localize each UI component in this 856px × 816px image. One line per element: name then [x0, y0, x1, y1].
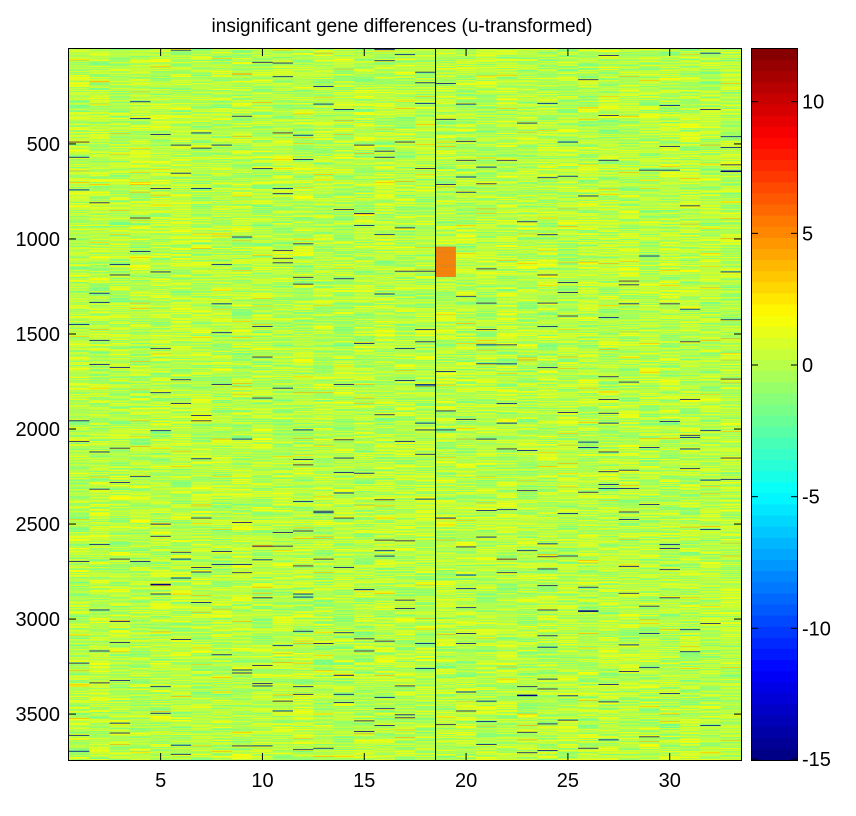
heatmap-column-2 — [89, 49, 110, 760]
heatmap-cells — [69, 49, 741, 760]
heatmap-column-4 — [130, 49, 151, 760]
heatmap-column-6 — [171, 49, 192, 760]
heatmap-column-1 — [69, 49, 90, 760]
chart-title: insignificant gene differences (u-transf… — [212, 16, 593, 37]
heatmap-column-5 — [150, 49, 171, 760]
heatmap-column-3 — [110, 49, 131, 760]
